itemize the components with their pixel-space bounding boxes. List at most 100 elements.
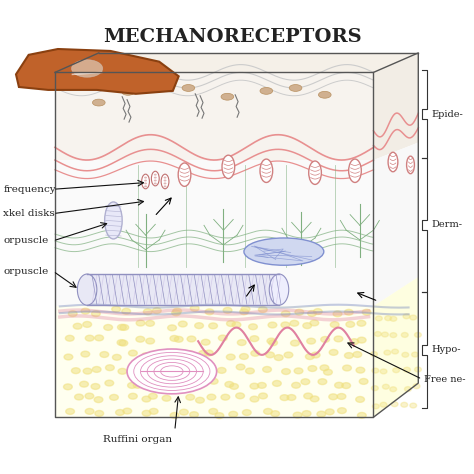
Ellipse shape xyxy=(385,316,392,320)
Ellipse shape xyxy=(391,402,398,407)
Ellipse shape xyxy=(207,394,216,400)
Ellipse shape xyxy=(229,411,237,417)
Ellipse shape xyxy=(117,340,126,346)
Ellipse shape xyxy=(260,88,273,94)
Ellipse shape xyxy=(244,238,324,265)
Ellipse shape xyxy=(81,308,90,314)
Ellipse shape xyxy=(92,99,105,106)
Ellipse shape xyxy=(356,367,365,373)
Ellipse shape xyxy=(357,337,366,343)
Ellipse shape xyxy=(133,383,142,388)
Ellipse shape xyxy=(345,353,353,358)
Ellipse shape xyxy=(144,366,153,372)
Ellipse shape xyxy=(372,368,379,373)
Ellipse shape xyxy=(83,321,91,328)
Ellipse shape xyxy=(287,394,296,401)
Ellipse shape xyxy=(91,383,100,390)
Ellipse shape xyxy=(123,408,132,414)
Ellipse shape xyxy=(250,336,259,342)
Ellipse shape xyxy=(171,352,180,358)
Ellipse shape xyxy=(281,311,290,317)
Ellipse shape xyxy=(72,368,80,374)
Ellipse shape xyxy=(118,324,126,330)
Ellipse shape xyxy=(390,387,397,392)
Polygon shape xyxy=(55,53,418,73)
Ellipse shape xyxy=(401,332,408,337)
Ellipse shape xyxy=(236,364,245,370)
Ellipse shape xyxy=(201,367,210,373)
Ellipse shape xyxy=(164,182,166,184)
Ellipse shape xyxy=(172,310,181,316)
Ellipse shape xyxy=(268,322,277,328)
Ellipse shape xyxy=(281,322,290,328)
Ellipse shape xyxy=(241,306,250,312)
Ellipse shape xyxy=(85,409,94,414)
Ellipse shape xyxy=(164,177,166,179)
Ellipse shape xyxy=(289,84,302,91)
Ellipse shape xyxy=(282,369,291,374)
Text: frequency: frequency xyxy=(3,185,56,194)
Ellipse shape xyxy=(310,396,319,402)
Ellipse shape xyxy=(161,174,169,189)
Ellipse shape xyxy=(83,368,92,374)
Ellipse shape xyxy=(112,355,121,360)
Ellipse shape xyxy=(158,365,166,371)
Ellipse shape xyxy=(154,173,157,176)
Ellipse shape xyxy=(263,366,272,373)
Ellipse shape xyxy=(401,402,408,407)
Ellipse shape xyxy=(304,393,312,399)
Ellipse shape xyxy=(357,320,366,326)
Ellipse shape xyxy=(72,60,103,77)
Polygon shape xyxy=(55,73,374,160)
Ellipse shape xyxy=(190,305,199,311)
Ellipse shape xyxy=(374,331,381,337)
Polygon shape xyxy=(55,306,374,417)
Ellipse shape xyxy=(250,383,259,389)
Ellipse shape xyxy=(95,410,104,416)
Ellipse shape xyxy=(170,369,179,375)
Ellipse shape xyxy=(151,383,160,389)
Ellipse shape xyxy=(149,409,158,414)
Ellipse shape xyxy=(237,340,246,346)
Ellipse shape xyxy=(225,382,234,387)
Ellipse shape xyxy=(325,409,334,415)
Ellipse shape xyxy=(382,332,388,337)
Ellipse shape xyxy=(407,156,414,173)
Ellipse shape xyxy=(154,177,157,179)
Ellipse shape xyxy=(120,325,128,330)
Polygon shape xyxy=(16,49,179,94)
Ellipse shape xyxy=(148,393,157,399)
Ellipse shape xyxy=(333,311,342,317)
Ellipse shape xyxy=(257,383,266,388)
Ellipse shape xyxy=(410,315,417,320)
Ellipse shape xyxy=(150,352,158,358)
Ellipse shape xyxy=(200,380,209,385)
Ellipse shape xyxy=(104,325,112,330)
Ellipse shape xyxy=(280,395,289,401)
Ellipse shape xyxy=(109,394,118,400)
Ellipse shape xyxy=(92,366,101,373)
Ellipse shape xyxy=(173,308,182,314)
Ellipse shape xyxy=(204,350,213,356)
Ellipse shape xyxy=(311,352,320,358)
Ellipse shape xyxy=(274,355,283,361)
Ellipse shape xyxy=(380,369,387,374)
Ellipse shape xyxy=(154,182,157,184)
Ellipse shape xyxy=(301,379,310,384)
Ellipse shape xyxy=(81,351,90,357)
Ellipse shape xyxy=(201,339,210,345)
Ellipse shape xyxy=(349,159,361,182)
Ellipse shape xyxy=(91,311,100,317)
Ellipse shape xyxy=(242,410,251,415)
Ellipse shape xyxy=(142,174,149,189)
Ellipse shape xyxy=(116,410,124,415)
Ellipse shape xyxy=(85,393,94,399)
Ellipse shape xyxy=(383,384,389,389)
Ellipse shape xyxy=(217,367,226,374)
Ellipse shape xyxy=(390,316,397,321)
Ellipse shape xyxy=(321,337,329,342)
Ellipse shape xyxy=(186,394,195,400)
Ellipse shape xyxy=(187,336,196,342)
Ellipse shape xyxy=(118,368,127,374)
Ellipse shape xyxy=(310,320,319,326)
